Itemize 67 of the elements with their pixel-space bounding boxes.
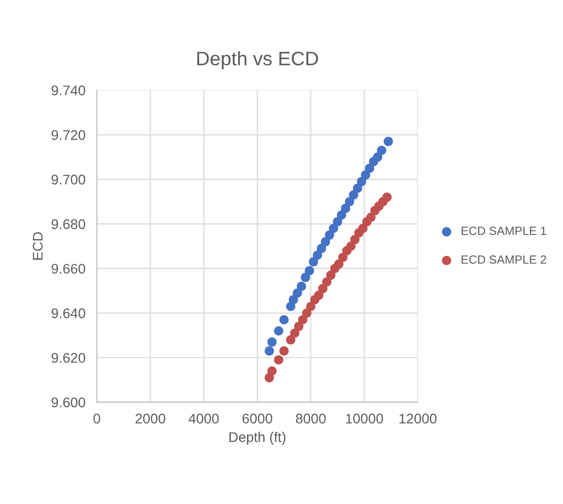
point bbox=[274, 355, 284, 365]
point bbox=[318, 284, 328, 294]
point bbox=[302, 308, 312, 318]
point bbox=[372, 152, 382, 162]
x-tick-label: 0 bbox=[94, 414, 100, 424]
y-tick-label: 9.660 bbox=[52, 264, 86, 274]
point bbox=[267, 366, 277, 376]
point bbox=[360, 170, 370, 180]
x-tick-label: 2000 bbox=[136, 414, 166, 424]
point bbox=[296, 282, 306, 291]
x-tick-label: 4000 bbox=[188, 414, 219, 424]
point bbox=[288, 295, 298, 304]
x-tick-label: 10000 bbox=[346, 414, 384, 424]
legend-label: ECD SAMPLE 2 bbox=[462, 255, 546, 264]
point bbox=[306, 302, 316, 312]
point bbox=[356, 176, 366, 186]
point bbox=[292, 288, 302, 298]
point bbox=[364, 164, 374, 173]
point bbox=[274, 326, 284, 336]
point bbox=[290, 328, 300, 338]
point bbox=[334, 259, 344, 269]
y-tick-label: 9.620 bbox=[52, 352, 86, 363]
point bbox=[338, 252, 348, 262]
point bbox=[352, 184, 362, 193]
point bbox=[324, 230, 334, 240]
point bbox=[314, 290, 324, 300]
y-tick-label: 9.680 bbox=[52, 219, 86, 230]
point bbox=[336, 210, 346, 220]
point bbox=[304, 266, 314, 276]
point bbox=[332, 217, 342, 226]
point bbox=[308, 257, 318, 266]
point bbox=[348, 190, 358, 200]
point bbox=[316, 244, 326, 254]
x-tick-label: 8000 bbox=[296, 414, 326, 424]
point bbox=[346, 242, 356, 251]
point bbox=[312, 250, 322, 260]
x-tick-label: 12000 bbox=[399, 414, 437, 424]
point bbox=[376, 146, 386, 156]
point bbox=[384, 136, 393, 146]
point bbox=[328, 224, 338, 234]
point bbox=[340, 204, 350, 213]
chart-title: Depth vs ECD bbox=[197, 51, 318, 70]
point bbox=[286, 335, 296, 344]
x-axis-title: Depth (ft) bbox=[229, 432, 286, 445]
x-tick-label: 6000 bbox=[242, 414, 272, 424]
point bbox=[320, 237, 330, 246]
y-axis-title: ECD bbox=[32, 232, 43, 260]
point bbox=[279, 346, 289, 356]
y-tick-label: 9.740 bbox=[52, 86, 86, 96]
point bbox=[358, 224, 368, 234]
point bbox=[294, 322, 304, 332]
point bbox=[264, 346, 274, 356]
point bbox=[279, 315, 289, 324]
legend-label: ECD SAMPLE 1 bbox=[462, 226, 546, 236]
point bbox=[300, 272, 310, 282]
point bbox=[350, 234, 360, 244]
y-tick-label: 9.600 bbox=[52, 398, 86, 408]
point bbox=[326, 270, 336, 280]
point bbox=[267, 337, 277, 347]
point bbox=[298, 315, 308, 324]
y-tick-label: 9.720 bbox=[52, 130, 86, 140]
point bbox=[344, 196, 354, 206]
point bbox=[322, 277, 332, 287]
y-tick-label: 9.640 bbox=[52, 308, 86, 318]
point bbox=[382, 192, 392, 202]
y-tick-label: 9.700 bbox=[52, 174, 86, 185]
point bbox=[366, 212, 376, 222]
